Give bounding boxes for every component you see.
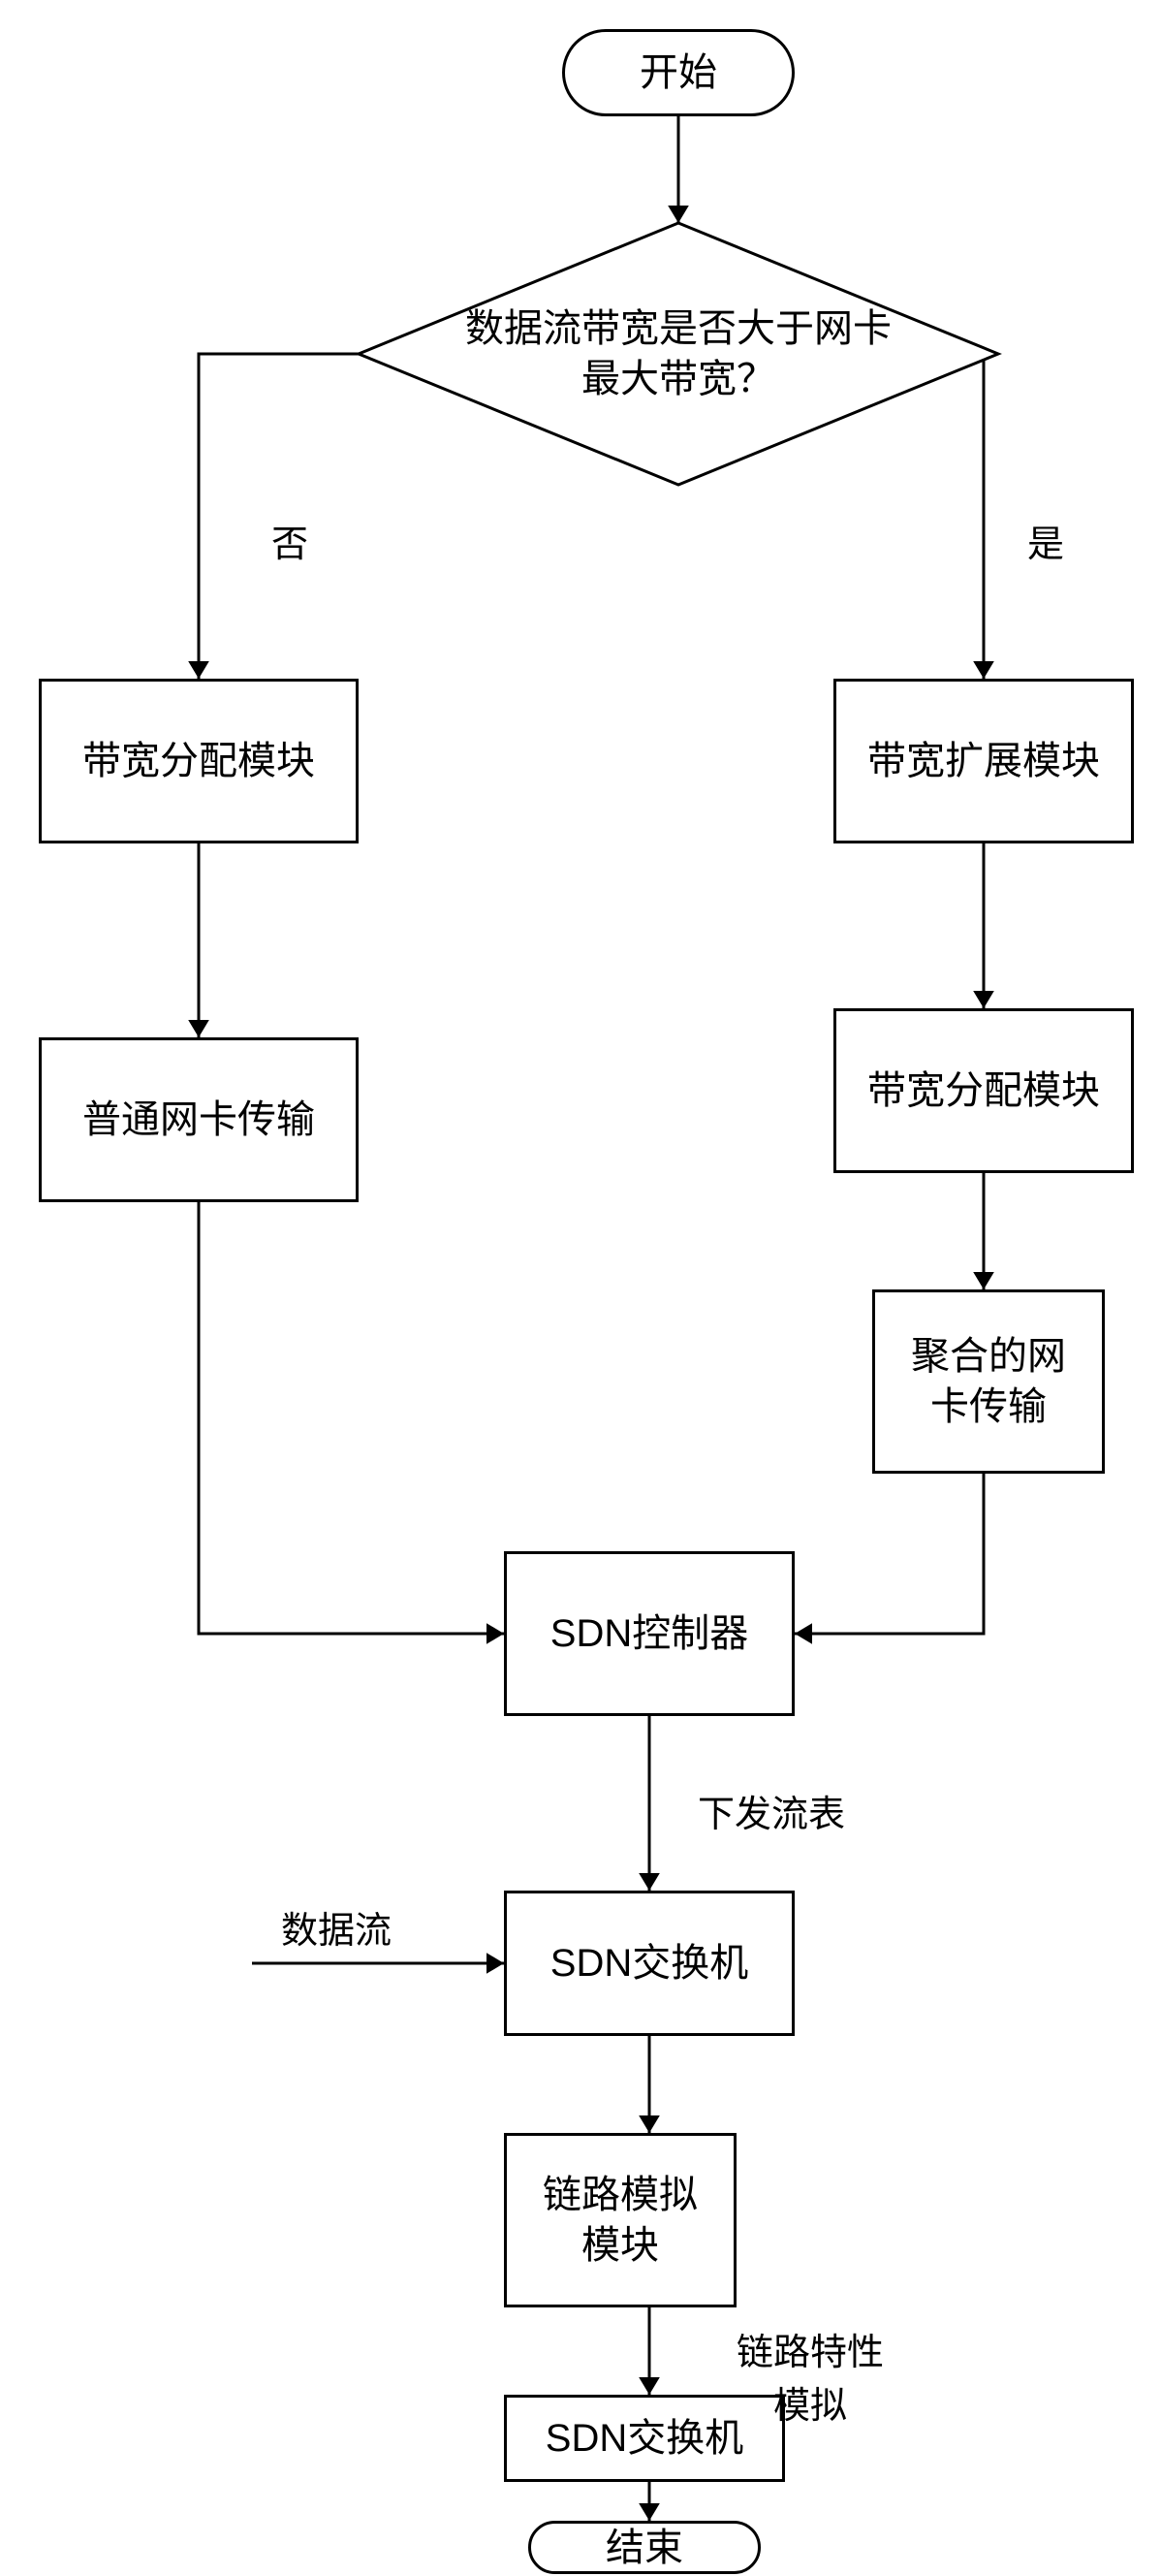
node-label: 数据流带宽是否大于网卡 最大带宽？ xyxy=(465,303,892,404)
node-decision: 数据流带宽是否大于网卡 最大带宽？ xyxy=(359,223,998,485)
edge-label-data_flow: 数据流 xyxy=(281,1900,392,1954)
edge-label-link_char: 链路特性 模拟 xyxy=(737,2322,884,2429)
node-label: 结束 xyxy=(606,2523,683,2573)
node-nic_agg: 聚合的网 卡传输 xyxy=(872,1289,1105,1474)
node-label: SDN控制器 xyxy=(550,1608,748,1659)
node-end: 结束 xyxy=(528,2521,761,2574)
node-label: 带宽分配模块 xyxy=(82,736,315,786)
node-bw_expand: 带宽扩展模块 xyxy=(833,679,1134,843)
node-start: 开始 xyxy=(562,29,795,116)
node-bw_alloc_left: 带宽分配模块 xyxy=(39,679,359,843)
node-label: 普通网卡传输 xyxy=(82,1095,315,1145)
node-label: 链路模拟 模块 xyxy=(543,2170,698,2271)
flowchart-canvas: 开始数据流带宽是否大于网卡 最大带宽？带宽分配模块带宽扩展模块普通网卡传输带宽分… xyxy=(0,0,1161,2576)
edge-label-yes: 是 xyxy=(1027,514,1064,567)
node-nic_normal: 普通网卡传输 xyxy=(39,1037,359,1202)
edge-label-flow_table: 下发流表 xyxy=(698,1784,845,1837)
node-bw_alloc_right: 带宽分配模块 xyxy=(833,1008,1134,1173)
node-link_sim: 链路模拟 模块 xyxy=(504,2133,737,2307)
node-label: SDN交换机 xyxy=(546,2413,743,2464)
node-sdn_sw1: SDN交换机 xyxy=(504,1891,795,2036)
node-label: 开始 xyxy=(640,48,717,98)
edge-label-no: 否 xyxy=(271,514,308,567)
node-sdn_ctrl: SDN控制器 xyxy=(504,1551,795,1716)
node-label: 聚合的网 卡传输 xyxy=(911,1331,1066,1432)
node-label: 带宽扩展模块 xyxy=(867,736,1100,786)
node-label: SDN交换机 xyxy=(550,1938,748,1988)
node-label: 带宽分配模块 xyxy=(867,1065,1100,1116)
